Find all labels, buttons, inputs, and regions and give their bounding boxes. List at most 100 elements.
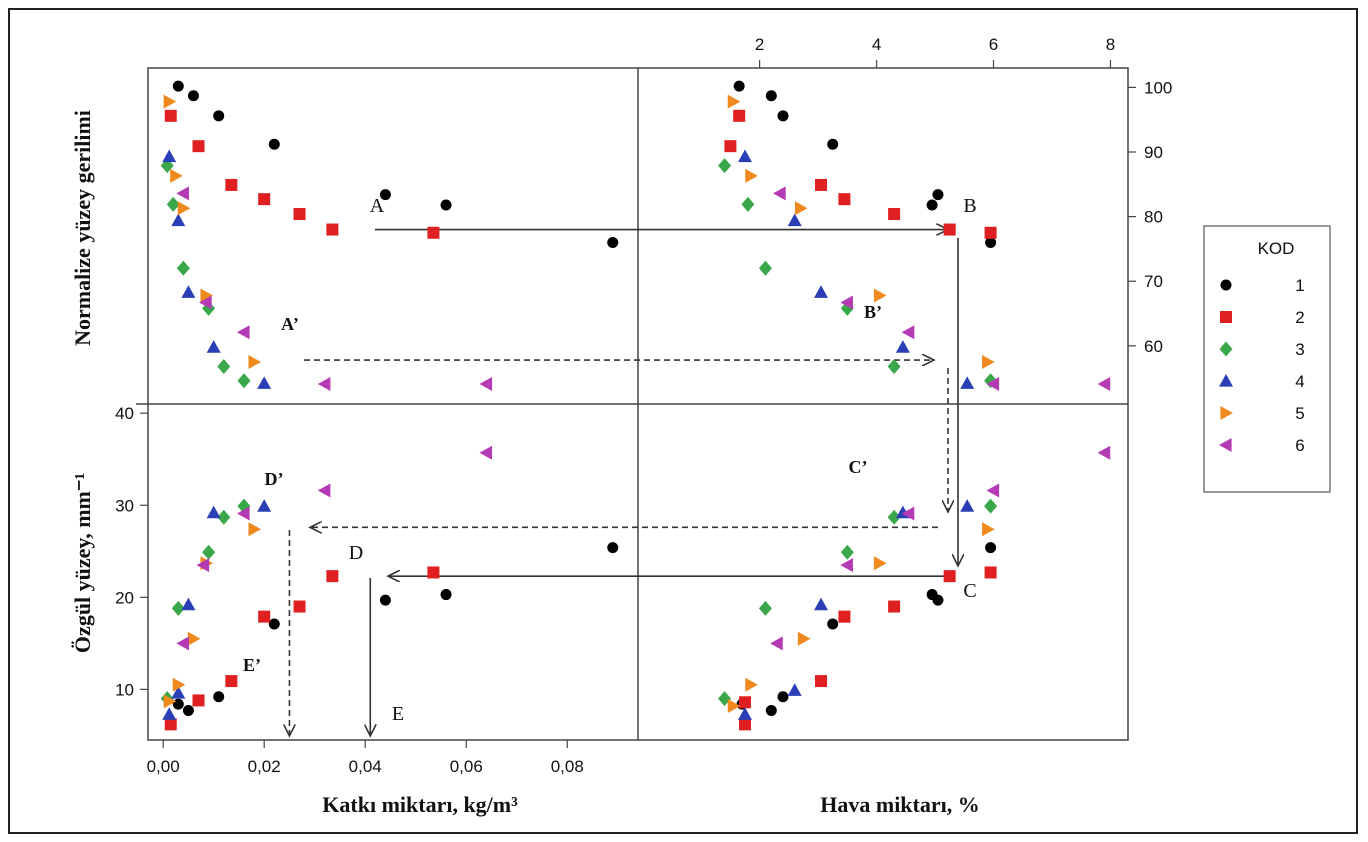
data-point xyxy=(440,199,452,211)
data-point xyxy=(741,196,755,212)
data-point xyxy=(171,686,186,699)
data-point xyxy=(187,631,201,646)
x-tick-label-katki: 0,08 xyxy=(551,757,584,776)
y-tick-label-ozgul: 20 xyxy=(115,588,134,607)
data-point xyxy=(326,570,339,583)
x-tick-label-hava: 6 xyxy=(989,35,998,54)
data-point xyxy=(164,109,177,122)
y-axis-label-ozgul: Özgül yüzey, mm⁻¹ xyxy=(70,473,95,653)
data-point xyxy=(181,597,196,611)
data-point xyxy=(1097,445,1111,460)
data-point xyxy=(765,705,777,717)
series-4 xyxy=(162,149,975,720)
y-tick-label-ozgul: 30 xyxy=(115,496,134,515)
y-tick-label-nys: 60 xyxy=(1144,337,1163,356)
data-point xyxy=(827,618,839,630)
guides-layer xyxy=(289,230,958,736)
data-point xyxy=(733,109,746,122)
data-point xyxy=(172,80,184,92)
data-point xyxy=(162,707,177,720)
data-point xyxy=(225,178,238,191)
legend-box xyxy=(1203,225,1331,493)
data-point xyxy=(873,288,887,303)
data-point xyxy=(258,193,271,206)
y-tick-label-nys: 70 xyxy=(1144,272,1163,291)
data-point xyxy=(838,193,851,206)
x-tick-label-hava: 8 xyxy=(1106,35,1115,54)
data-point xyxy=(887,509,901,525)
data-point xyxy=(237,373,251,389)
data-point xyxy=(765,90,777,102)
legend-label: 2 xyxy=(1295,308,1304,327)
data-point xyxy=(317,376,331,391)
data-point xyxy=(258,610,271,623)
data-point xyxy=(172,677,186,692)
data-point xyxy=(171,213,186,227)
data-point xyxy=(932,189,944,201)
x-axis-label-hava: Hava miktarı, % xyxy=(820,792,980,817)
data-point xyxy=(268,618,280,630)
data-point xyxy=(163,694,177,709)
x-tick-label-katki: 0,02 xyxy=(248,757,281,776)
x-tick-label-hava: 2 xyxy=(755,35,764,54)
data-point xyxy=(888,600,901,613)
data-point xyxy=(986,376,1000,391)
x-tick-label-hava: 4 xyxy=(872,35,881,54)
data-point xyxy=(236,325,250,340)
data-point xyxy=(427,566,440,579)
data-point xyxy=(213,691,225,703)
legend-marker xyxy=(1220,406,1233,420)
data-point xyxy=(479,376,493,391)
data-point xyxy=(814,597,829,611)
legend-label: 6 xyxy=(1295,436,1304,455)
data-point xyxy=(895,340,910,353)
data-point xyxy=(257,499,272,512)
data-point xyxy=(773,186,786,201)
data-point xyxy=(192,140,205,153)
data-point xyxy=(758,260,772,276)
data-point xyxy=(815,675,828,688)
data-point xyxy=(257,376,272,389)
data-point xyxy=(293,600,306,613)
data-point xyxy=(268,138,280,150)
legend-label: 4 xyxy=(1295,372,1304,391)
data-point xyxy=(200,288,214,303)
data-point xyxy=(984,498,998,514)
data-point xyxy=(248,355,262,369)
annotation-label: E’ xyxy=(243,655,261,675)
annotation-label: D’ xyxy=(265,469,284,489)
data-point xyxy=(192,694,205,707)
data-point xyxy=(739,718,752,731)
data-point xyxy=(607,236,619,248)
data-point xyxy=(738,707,753,720)
data-point xyxy=(986,483,1000,498)
points-layer xyxy=(160,80,1111,731)
data-point xyxy=(171,600,185,616)
legend-items: 1 2 3 4 5 6 xyxy=(1219,276,1305,455)
data-point xyxy=(960,499,975,512)
y-tick-label-nys: 90 xyxy=(1144,143,1163,162)
data-point xyxy=(787,683,802,696)
data-point xyxy=(727,94,741,109)
legend: KOD 1 2 3 4 5 6 xyxy=(1203,225,1331,493)
data-point xyxy=(838,610,851,623)
data-point xyxy=(379,594,391,606)
legend-title: KOD xyxy=(1258,239,1295,258)
data-point xyxy=(213,110,225,122)
x-axis-label-katki: Katkı miktarı, kg/m³ xyxy=(322,792,518,817)
annotation-label: C’ xyxy=(849,457,868,477)
annotation-label: D xyxy=(349,542,363,564)
data-point xyxy=(718,158,732,174)
data-point xyxy=(182,705,194,717)
data-point xyxy=(794,201,808,216)
data-point xyxy=(745,168,758,183)
data-point xyxy=(1097,376,1111,391)
data-point xyxy=(181,285,196,298)
data-point xyxy=(176,186,189,201)
legend-marker xyxy=(1219,374,1233,387)
annotation-label: C xyxy=(963,580,976,602)
data-point xyxy=(172,698,184,710)
data-point xyxy=(440,589,452,601)
series-2 xyxy=(164,109,997,731)
